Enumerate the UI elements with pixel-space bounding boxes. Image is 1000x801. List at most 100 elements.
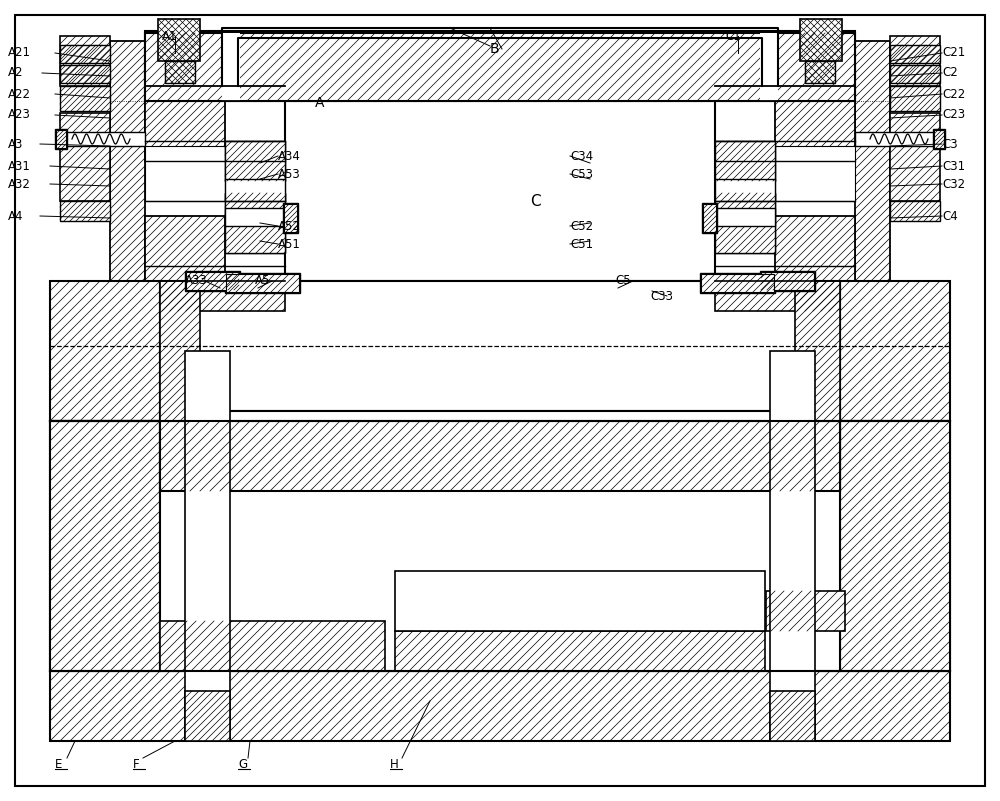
Bar — [225, 193, 285, 253]
Bar — [285, 41, 715, 101]
Bar — [285, 96, 715, 281]
Text: A23: A23 — [8, 108, 31, 122]
Text: A4: A4 — [8, 210, 24, 223]
Text: C1: C1 — [725, 30, 741, 42]
Text: A51: A51 — [278, 238, 301, 251]
Text: A2: A2 — [8, 66, 24, 79]
Bar — [50, 671, 950, 741]
Bar — [703, 204, 716, 232]
Text: A32: A32 — [8, 178, 31, 191]
Bar — [795, 281, 840, 421]
Bar — [160, 421, 840, 491]
Bar — [761, 272, 814, 290]
Bar — [760, 33, 778, 101]
Text: A5: A5 — [255, 275, 270, 288]
Bar — [710, 208, 775, 226]
Bar — [715, 281, 840, 311]
Bar — [50, 281, 160, 421]
Text: A52: A52 — [278, 219, 301, 232]
Bar — [285, 41, 715, 101]
Text: H: H — [390, 758, 399, 771]
Bar — [158, 19, 200, 61]
Bar — [160, 281, 200, 421]
Bar — [890, 201, 940, 221]
Bar — [186, 272, 239, 290]
Bar — [715, 141, 775, 181]
Text: A21: A21 — [8, 46, 31, 59]
Bar — [60, 86, 110, 111]
Bar — [855, 132, 940, 146]
Text: C3: C3 — [942, 138, 958, 151]
Bar — [775, 146, 855, 201]
Bar — [800, 19, 842, 61]
Bar — [185, 351, 230, 741]
Bar — [225, 141, 285, 181]
Bar — [702, 203, 717, 233]
Text: C53: C53 — [570, 167, 593, 180]
Text: C5: C5 — [615, 275, 631, 288]
Bar — [855, 41, 890, 281]
Text: A22: A22 — [8, 87, 31, 100]
Bar — [185, 271, 240, 291]
Bar — [283, 203, 298, 233]
Bar — [890, 36, 940, 86]
Text: A53: A53 — [278, 167, 301, 180]
Bar — [700, 273, 775, 293]
Text: C23: C23 — [942, 108, 965, 122]
Text: E: E — [55, 758, 62, 771]
Bar — [775, 216, 855, 281]
Bar — [225, 141, 285, 181]
Bar — [145, 33, 855, 101]
Bar — [165, 61, 195, 83]
Bar — [395, 631, 765, 671]
Bar — [60, 36, 110, 86]
Bar — [225, 208, 290, 226]
Bar — [395, 571, 765, 631]
Bar — [226, 274, 299, 292]
Bar — [56, 130, 66, 148]
Bar — [715, 193, 775, 253]
Bar — [890, 113, 940, 201]
Bar — [60, 65, 110, 83]
Bar — [840, 421, 950, 671]
Bar — [145, 146, 225, 201]
Text: C34: C34 — [570, 150, 593, 163]
Bar — [60, 132, 145, 146]
Bar — [60, 201, 110, 221]
Text: C22: C22 — [942, 87, 965, 100]
Bar — [775, 41, 855, 161]
Text: B: B — [490, 42, 500, 56]
Bar — [55, 129, 67, 149]
Text: F: F — [133, 758, 140, 771]
Bar — [145, 31, 855, 101]
Bar — [715, 179, 775, 201]
Bar — [110, 41, 145, 281]
Bar — [225, 273, 300, 293]
Bar — [890, 86, 940, 111]
Text: A34: A34 — [278, 150, 301, 163]
Bar — [160, 621, 385, 671]
Text: C2: C2 — [942, 66, 958, 79]
Bar — [890, 45, 940, 63]
Bar — [160, 281, 840, 411]
Text: A: A — [315, 96, 324, 110]
Bar — [60, 45, 110, 63]
Bar — [770, 691, 815, 741]
Text: C: C — [530, 194, 541, 208]
Text: A3: A3 — [8, 138, 23, 151]
Bar — [60, 113, 110, 201]
Bar — [770, 351, 815, 741]
Bar — [715, 193, 775, 253]
Bar — [160, 281, 285, 311]
Bar — [145, 41, 225, 161]
Bar — [715, 141, 775, 181]
Bar — [225, 179, 285, 201]
Text: A33: A33 — [185, 275, 208, 288]
Bar — [933, 129, 945, 149]
Bar — [934, 130, 944, 148]
Bar — [225, 193, 285, 253]
Text: C4: C4 — [942, 210, 958, 223]
Bar — [50, 421, 160, 671]
Text: C33: C33 — [650, 289, 673, 303]
Bar — [840, 421, 950, 671]
